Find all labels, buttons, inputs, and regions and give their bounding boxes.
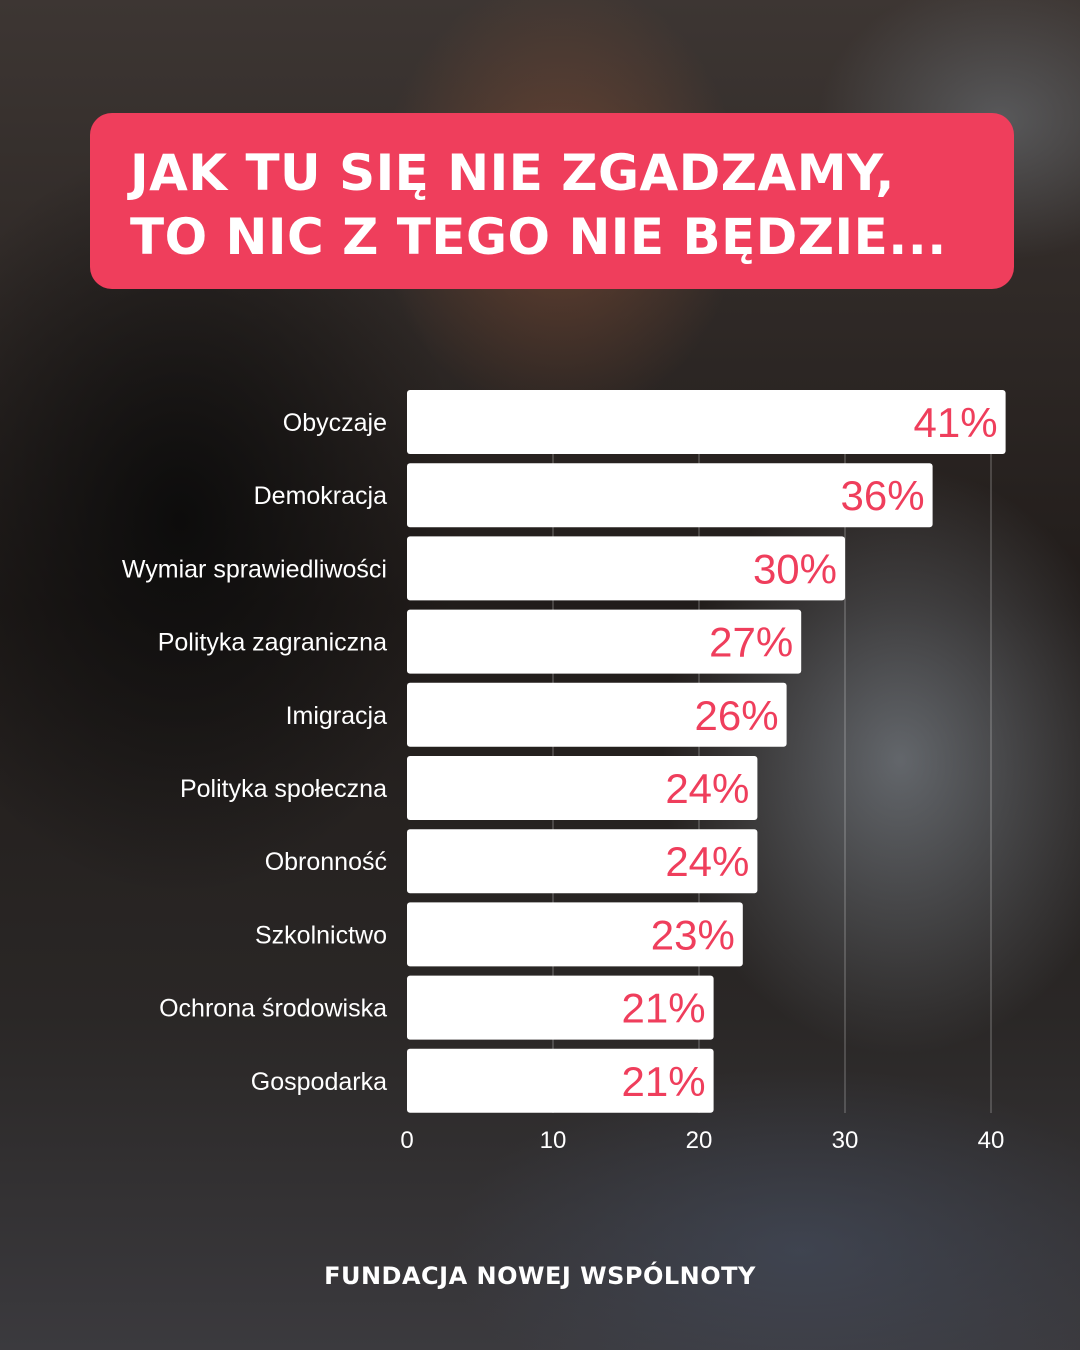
category-label: Szkolnictwo (255, 921, 387, 949)
footer-brand: FUNDACJA NOWEJ WSPÓLNOTY (324, 1262, 756, 1290)
value-label: 24% (665, 838, 749, 885)
bar (407, 536, 845, 601)
bar (407, 975, 714, 1040)
category-label: Gospodarka (251, 1068, 387, 1096)
category-label: Imigracja (286, 702, 388, 730)
category-labels: Obyczaje Demokracja Wymiar sprawiedliwości… (122, 409, 387, 1096)
category-label: Ochrona środowiska (159, 995, 387, 1023)
value-label: 41% (914, 399, 998, 446)
title-banner: JAK TU SIĘ NIE ZGADZAMY, TO NIC Z TEGO N… (90, 113, 1014, 289)
value-label: 21% (622, 1058, 706, 1105)
value-label: 36% (841, 472, 925, 519)
value-label: 27% (709, 619, 793, 666)
x-tick-label: 0 (400, 1127, 413, 1154)
bar (407, 609, 802, 674)
title-line-1: JAK TU SIĘ NIE ZGADZAMY, (130, 144, 895, 202)
bar (407, 1048, 714, 1113)
x-tick-label: 10 (540, 1127, 567, 1154)
category-label: Polityka społeczna (180, 775, 387, 803)
bars (407, 390, 1006, 1113)
bar (407, 829, 758, 894)
bar (407, 902, 743, 967)
value-label: 21% (622, 985, 706, 1032)
bar (407, 682, 787, 747)
bar (407, 390, 1006, 454)
category-label: Obyczaje (283, 409, 387, 437)
category-label: Polityka zagraniczna (158, 629, 387, 657)
bar (407, 463, 933, 528)
value-label: 26% (695, 692, 779, 739)
value-labels: 41% 36%30% 27% 26% 24% 24% 23% 21% 21% (622, 399, 998, 1105)
x-tick-label: 30 (832, 1127, 859, 1154)
value-label: 24% (665, 765, 749, 812)
bar (407, 756, 758, 820)
value-label: 30% (753, 545, 837, 592)
category-label: Obronność (265, 848, 387, 876)
x-tick-label: 40 (978, 1127, 1005, 1154)
x-tick-label: 20 (686, 1127, 713, 1154)
title-line-2: TO NIC Z TEGO NIE BĘDZIE... (130, 208, 947, 266)
category-label: Wymiar sprawiedliwości (122, 555, 387, 583)
value-label: 23% (651, 911, 735, 958)
x-axis-ticks: 0 10 20 30 40 (400, 1127, 1004, 1154)
category-label: Demokracja (254, 482, 387, 510)
